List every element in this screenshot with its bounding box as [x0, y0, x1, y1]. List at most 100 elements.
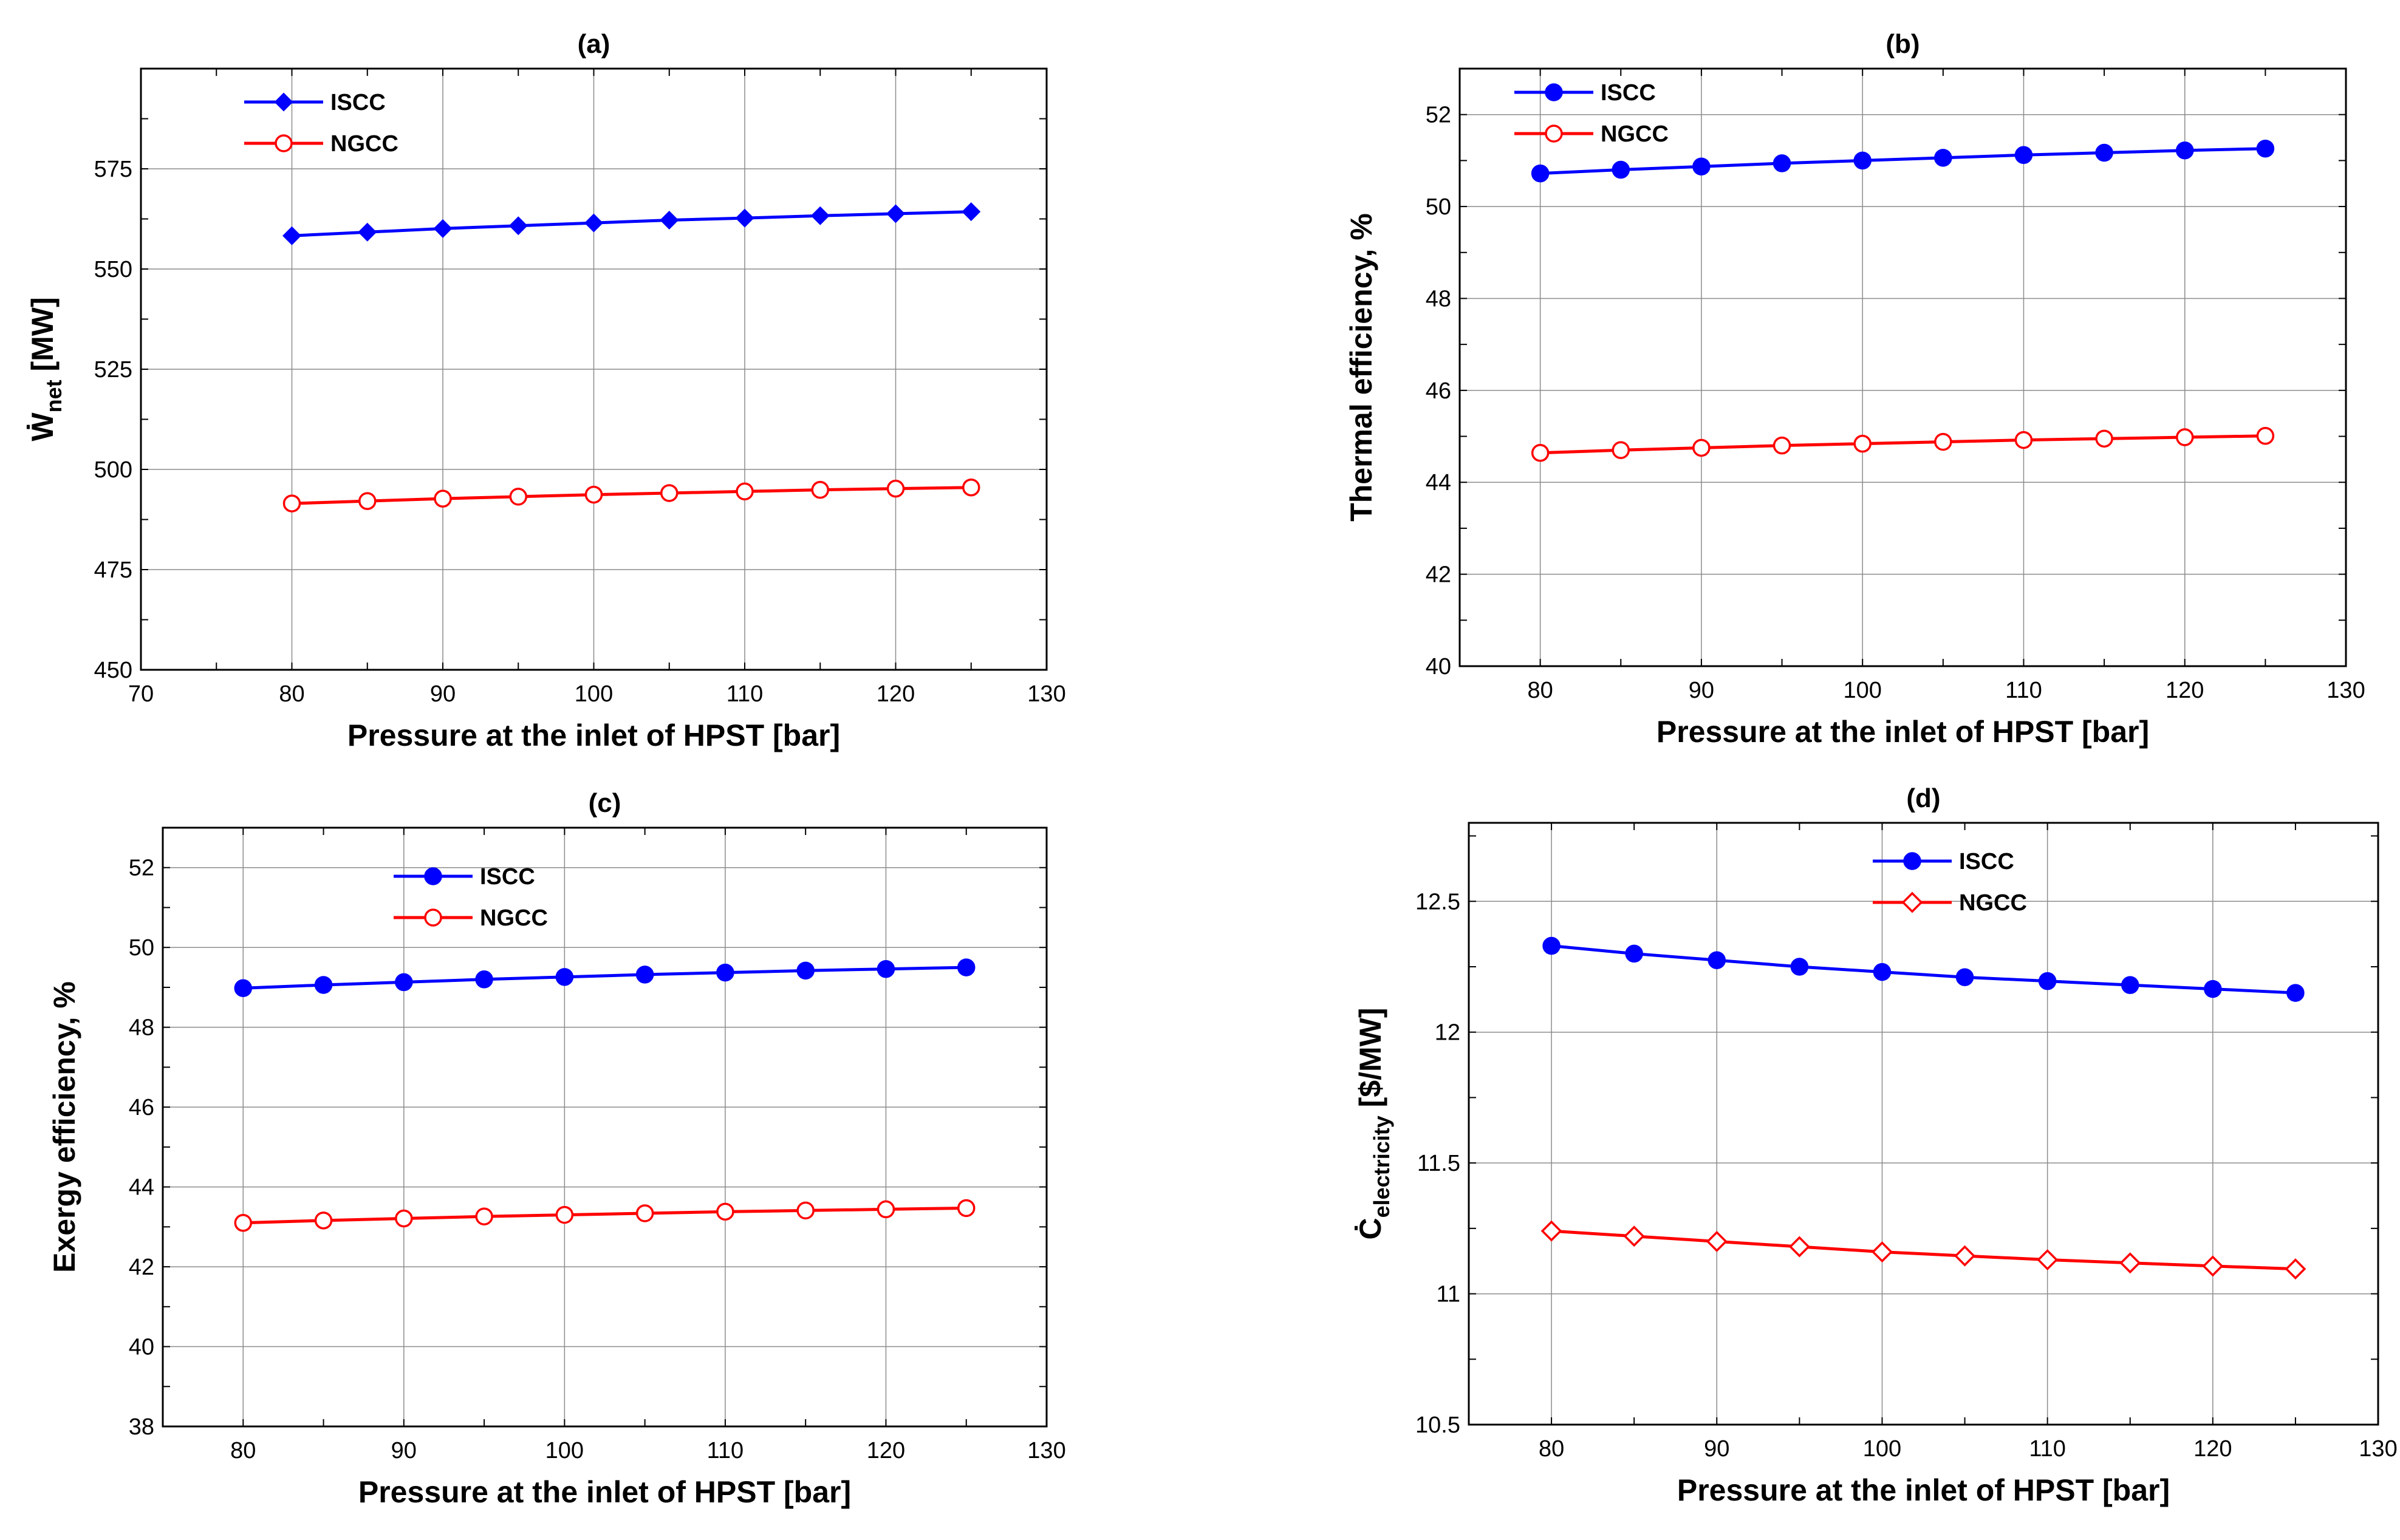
x-tick-label: 120: [867, 1438, 905, 1463]
data-point-iscc: [1873, 962, 1892, 981]
data-point-ngcc: [1934, 432, 1952, 451]
data-point-iscc: [796, 961, 815, 980]
legend-entry-ngcc: NGCC: [1873, 890, 2027, 916]
x-axis-label: Pressure at the inlet of HPST [bar]: [358, 1475, 851, 1509]
legend-marker: [1901, 891, 1923, 913]
series-line-iscc: [243, 966, 966, 990]
legend-entry-iscc: ISCC: [394, 864, 535, 890]
data-point-iscc: [508, 216, 528, 236]
chart-a: 70 80 90 100 110 120 130 450 475 500 525 550 575 (a) P…: [26, 29, 1066, 752]
y-tick-label: 525: [94, 357, 132, 383]
y-tick-label: 42: [1426, 562, 1451, 588]
legend-entry-ngcc: NGCC: [1514, 121, 1669, 147]
x-tick-label: 80: [1539, 1436, 1564, 1462]
legend-label: ISCC: [480, 864, 535, 890]
x-tick-label: 100: [545, 1438, 584, 1463]
x-tick-label: 80: [279, 681, 304, 707]
data-point-ngcc: [1788, 1236, 1810, 1258]
x-tick-label: 80: [230, 1438, 256, 1463]
data-point-ngcc: [509, 488, 527, 506]
y-tick-label: 46: [1426, 378, 1451, 404]
data-point-ngcc: [1540, 1220, 1562, 1242]
data-point-iscc: [735, 208, 754, 228]
x-tick-label: 100: [575, 681, 613, 707]
data-point-iscc: [2175, 141, 2194, 160]
series-iscc: [282, 202, 981, 245]
data-point-ngcc: [1954, 1245, 1976, 1267]
chart-title: (a): [578, 29, 610, 59]
legend-label: NGCC: [480, 905, 548, 931]
series-ngcc: [1540, 1220, 2306, 1280]
y-axis-label: Ẇnet [MW]: [26, 297, 66, 441]
data-point-iscc: [886, 204, 905, 223]
data-point-iscc: [1531, 164, 1550, 183]
series-iscc: [234, 958, 976, 997]
plot-frame: [162, 826, 1048, 1428]
data-point-ngcc: [1871, 1241, 1893, 1263]
data-point-ngcc: [2256, 427, 2275, 445]
legend-entry-ngcc: NGCC: [244, 131, 398, 157]
x-tick-label: 120: [877, 681, 915, 707]
chart-c: 80 90 100 110 120 130 38 40 42 44 46 48 50 52 (c) Press…: [47, 788, 1066, 1509]
series-line-iscc: [292, 210, 971, 237]
y-tick-label: 12: [1435, 1020, 1460, 1046]
data-point-iscc: [1934, 149, 1952, 167]
legend-marker: [274, 92, 293, 112]
data-point-ngcc: [796, 1201, 815, 1220]
data-point-iscc: [555, 968, 574, 986]
y-tick-label: 48: [1426, 286, 1451, 312]
x-tick-label: 80: [1527, 678, 1553, 703]
legend-label: ISCC: [1601, 80, 1656, 106]
y-tick-label: 550: [94, 257, 132, 282]
y-axis-label-subscript: net: [41, 380, 66, 412]
data-point-iscc: [635, 966, 654, 984]
data-point-iscc: [2014, 146, 2033, 165]
x-tick-label: 120: [2166, 678, 2204, 703]
y-tick-label: 40: [1426, 654, 1451, 680]
data-point-iscc: [716, 963, 734, 982]
x-tick-label: 130: [2326, 678, 2365, 703]
series-line-ngcc: [1551, 1229, 2296, 1271]
legend-entry-ngcc: NGCC: [394, 905, 548, 931]
y-tick-label: 52: [1426, 103, 1451, 128]
data-point-ngcc: [716, 1202, 734, 1221]
x-tick-label: 120: [2193, 1436, 2232, 1462]
chart-b: 80 90 100 110 120 130 40 42 44 46 48 50 52 (b) Pressur…: [1344, 29, 2365, 749]
data-point-ngcc: [2119, 1252, 2141, 1274]
y-tick-label: 50: [129, 935, 154, 961]
plot-frame: [1458, 67, 2347, 667]
x-tick-label: 110: [2029, 1436, 2066, 1462]
x-tick-label: 130: [2359, 1436, 2397, 1462]
data-point-iscc: [660, 211, 679, 230]
data-point-iscc: [433, 219, 453, 238]
series-iscc: [1531, 139, 2275, 183]
data-point-ngcc: [957, 1199, 976, 1218]
series-line-iscc: [1551, 944, 2296, 995]
data-point-iscc: [2286, 984, 2305, 1002]
data-point-iscc: [877, 959, 895, 978]
data-point-iscc: [395, 973, 413, 992]
x-tick-label: 90: [391, 1438, 417, 1463]
data-point-ngcc: [660, 484, 679, 502]
legend-marker: [424, 908, 442, 927]
data-point-iscc: [2121, 976, 2139, 994]
y-tick-label: 11: [1437, 1282, 1460, 1307]
series-ngcc: [282, 478, 980, 513]
y-tick-label: 500: [94, 457, 132, 483]
x-tick-label: 100: [1863, 1436, 1901, 1462]
legend-marker: [1545, 83, 1563, 101]
y-axis-label: Ċelectricity [$/MW]: [1353, 1008, 1394, 1240]
data-point-ngcc: [886, 479, 905, 498]
data-point-ngcc: [2095, 429, 2113, 448]
data-point-ngcc: [1612, 441, 1630, 459]
data-point-iscc: [358, 222, 377, 242]
data-point-ngcc: [314, 1211, 333, 1230]
x-tick-label: 130: [1027, 681, 1065, 707]
series-iscc: [1542, 936, 2305, 1002]
x-axis-label: Pressure at the inlet of HPST [bar]: [1677, 1473, 2170, 1507]
data-point-iscc: [1542, 936, 1561, 955]
y-tick-label: 50: [1426, 194, 1451, 220]
plot-frame: [1468, 822, 2379, 1426]
data-point-ngcc: [2014, 431, 2033, 449]
